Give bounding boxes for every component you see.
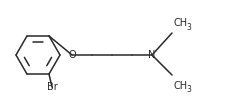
Text: N: N	[148, 50, 155, 60]
Text: Br: Br	[46, 82, 57, 92]
Text: CH: CH	[173, 81, 187, 91]
Text: CH: CH	[173, 18, 187, 28]
Text: 3: 3	[185, 85, 190, 94]
Text: 3: 3	[185, 23, 190, 32]
Text: O: O	[68, 50, 76, 60]
